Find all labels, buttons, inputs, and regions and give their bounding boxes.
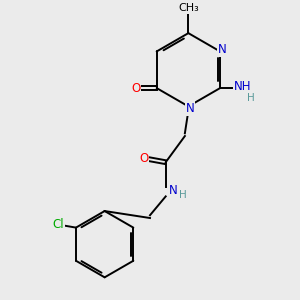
- Text: Cl: Cl: [53, 218, 64, 231]
- Text: CH₃: CH₃: [178, 3, 199, 13]
- Text: O: O: [131, 82, 140, 94]
- Text: O: O: [139, 152, 148, 165]
- Text: H: H: [247, 93, 254, 103]
- Text: N: N: [169, 184, 178, 196]
- Text: N: N: [218, 43, 226, 56]
- Text: N: N: [186, 102, 194, 115]
- Text: H: H: [179, 190, 187, 200]
- Text: NH: NH: [234, 80, 251, 93]
